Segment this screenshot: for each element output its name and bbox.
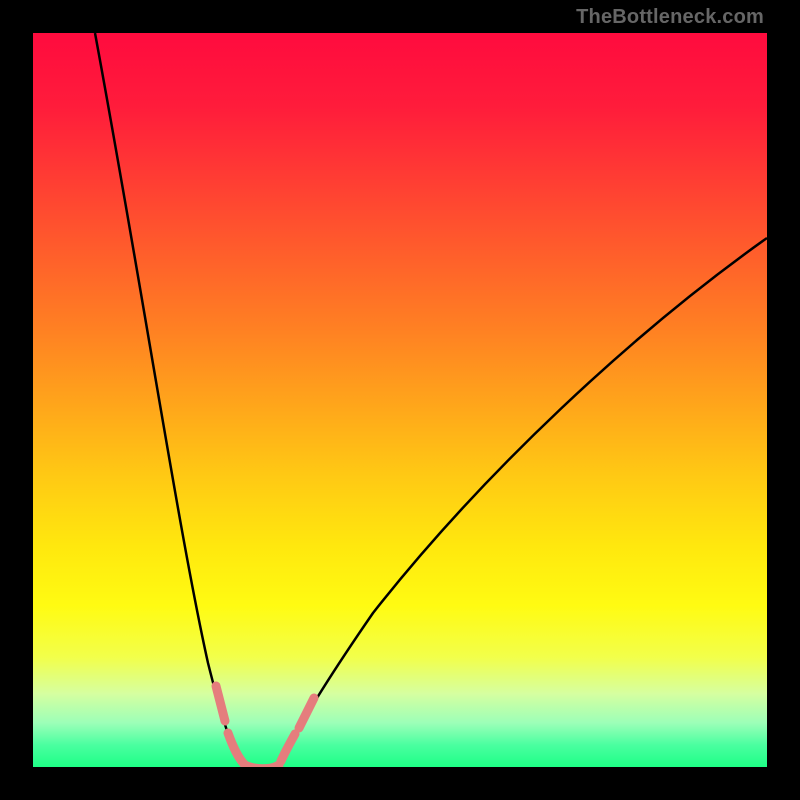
plot-area <box>33 33 767 767</box>
outer-frame <box>0 0 800 800</box>
watermark-text: TheBottleneck.com <box>576 6 764 29</box>
background-gradient <box>33 33 767 767</box>
